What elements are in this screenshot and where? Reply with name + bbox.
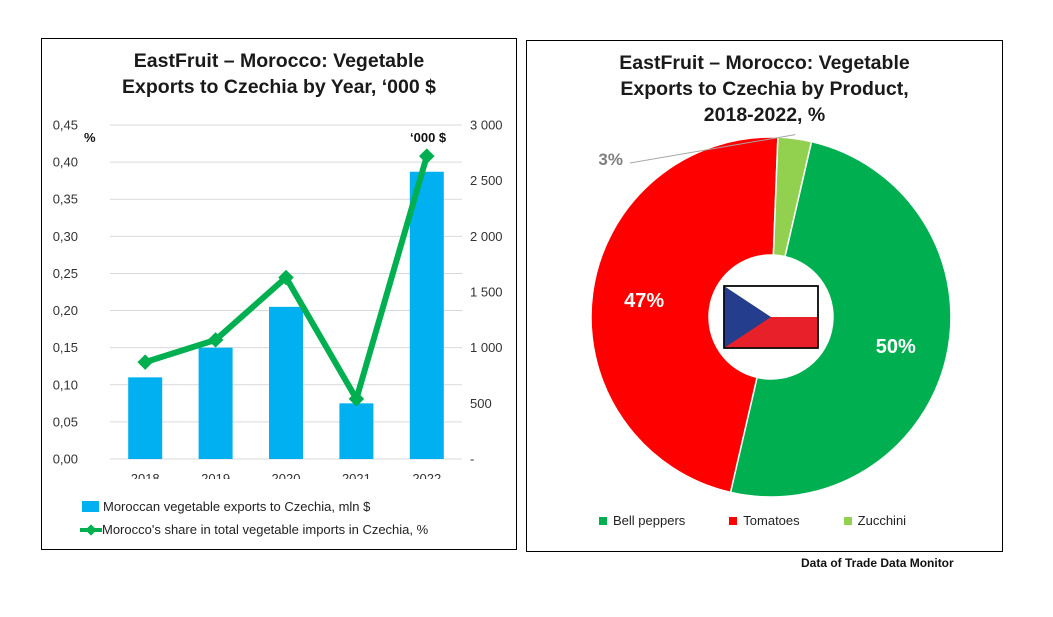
bar-2020 [269, 306, 303, 459]
product-chart-title-line-3: 2018-2022, % [703, 104, 826, 126]
left-axis-unit: % [84, 130, 96, 145]
product-chart-title-line-2: Exports to Czechia by Product, [620, 78, 909, 100]
right-axis-tick-label: 500 [470, 396, 492, 411]
legend-bars-label: Moroccan vegetable exports to Czechia, m… [103, 499, 371, 514]
product-chart-panel: EastFruit – Morocco: Vegetable Exports t… [526, 40, 1003, 552]
source-note: Data of Trade Data Monitor [801, 556, 954, 570]
legend-item-tomatoes: Tomatoes [729, 513, 800, 528]
x-axis-tick-label: 2021 [342, 471, 371, 479]
yearly-chart-title-line-2: Exports to Czechia by Year, ‘000 $ [122, 76, 436, 98]
legend-item-bell-peppers: Bell peppers [599, 513, 685, 528]
legend-swatch-zucchini [843, 516, 852, 525]
legend-swatch-bell-peppers [599, 516, 607, 525]
left-axis-tick-label: 0,15 [53, 340, 78, 355]
x-axis-tick-label: 2019 [201, 471, 230, 479]
legend-line-label: Morocco's share in total vegetable impor… [102, 522, 429, 537]
zucchini-leader-line [629, 134, 796, 164]
bar-2022 [409, 171, 444, 459]
slice-value-label: 3% [598, 150, 623, 169]
slice-value-label: 47% [624, 290, 664, 312]
right-axis-unit: ‘000 $ [410, 130, 447, 145]
legend-bar-swatch [82, 501, 99, 512]
yearly-chart-legend: Moroccan vegetable exports to Czechia, m… [80, 495, 428, 541]
x-axis-tick-label: 2018 [131, 471, 160, 479]
right-axis-tick-label: 3 000 [470, 118, 503, 133]
bar-2019 [198, 347, 233, 459]
x-axis-tick-label: 2022 [412, 471, 441, 479]
yearly-chart-panel: EastFruit – Morocco: Vegetable Exports t… [41, 38, 517, 550]
legend-label-zucchini: Zucchini [857, 513, 907, 528]
left-axis-tick-label: 0,20 [53, 303, 78, 318]
yearly-chart-title-line-1: EastFruit – Morocco: Vegetable [133, 50, 425, 72]
legend-label-tomatoes: Tomatoes [743, 513, 800, 528]
left-axis-tick-label: 0,45 [53, 118, 78, 133]
right-axis-tick-label: 2 500 [470, 173, 503, 188]
left-axis-tick-label: 0,35 [53, 192, 78, 207]
legend-label-bell-peppers: Bell peppers [613, 513, 686, 528]
x-axis-tick-label: 2020 [272, 471, 301, 479]
left-axis-tick-label: 0,30 [53, 229, 78, 244]
left-axis-tick-label: 0,10 [53, 377, 78, 392]
share-point-2019 [207, 332, 224, 348]
product-chart-title-line-1: EastFruit – Morocco: Vegetable [619, 52, 910, 74]
product-donut-chart: 50% 47% 3% [590, 134, 952, 498]
share-point-2018 [137, 354, 153, 370]
legend-line-swatch [80, 523, 102, 536]
left-axis-tick-label: 0,25 [53, 266, 78, 281]
product-chart-legend: Bell peppers Tomatoes Zucchini [599, 513, 950, 528]
right-axis-tick-label: 2 000 [470, 229, 503, 244]
left-axis-tick-label: 0,05 [53, 414, 78, 429]
legend-item-bars: Moroccan vegetable exports to Czechia, m… [80, 495, 428, 518]
left-axis-tick-label: 0,40 [53, 155, 78, 170]
bar-2021 [339, 403, 374, 459]
right-axis-tick-label: - [470, 452, 474, 467]
yearly-chart-title: EastFruit – Morocco: Vegetable Exports t… [42, 48, 516, 100]
slice-zucchini [772, 136, 813, 258]
legend-item-line: Morocco's share in total vegetable impor… [80, 518, 428, 541]
right-axis-tick-label: 1 500 [470, 285, 503, 300]
czech-flag-icon [723, 285, 819, 349]
yearly-bar-line-chart: 0,00 0,05 0,10 0,15 0,20 0,25 0,30 0,35 0,40 0,45… [53, 118, 503, 480]
left-axis-tick-label: 0,00 [53, 452, 78, 467]
bar-2018 [128, 377, 163, 459]
slice-value-label: 50% [876, 336, 916, 358]
legend-swatch-tomatoes [729, 516, 738, 525]
right-axis-tick-label: 1 000 [470, 340, 503, 355]
product-chart-title: EastFruit – Morocco: Vegetable Exports t… [527, 50, 1002, 128]
slice-tomatoes [590, 136, 779, 494]
slice-bell-peppers [729, 140, 952, 498]
legend-item-zucchini: Zucchini [843, 513, 907, 528]
